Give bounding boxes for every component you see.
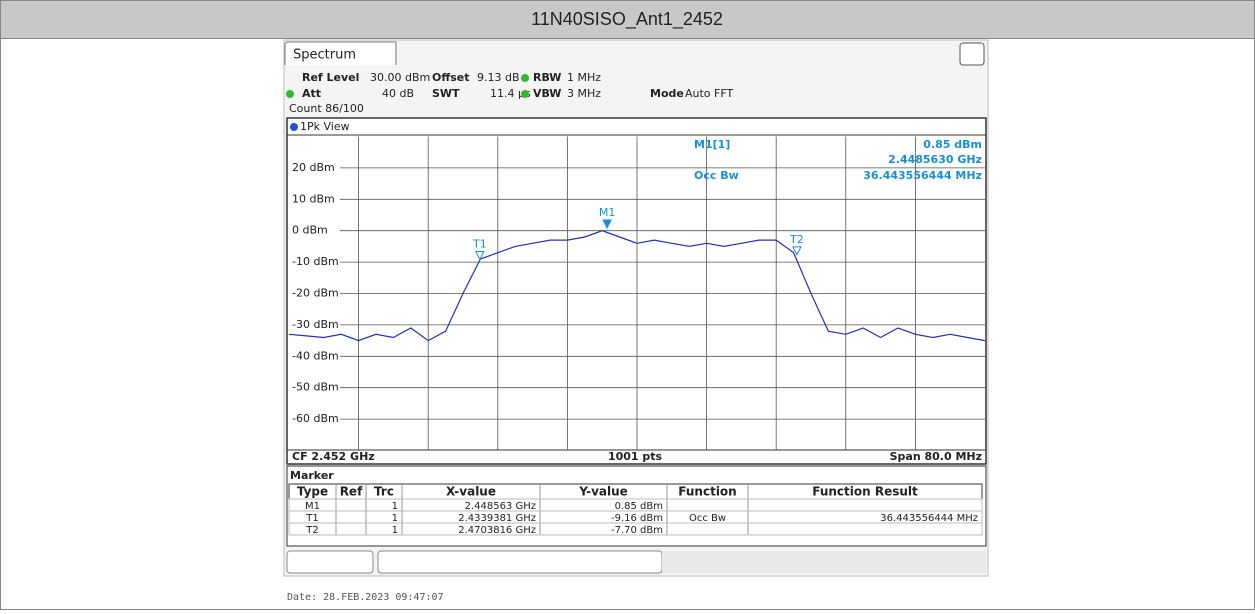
plot-frame [286,117,987,465]
label: VBW [533,87,561,100]
status-box [377,550,663,574]
info-freq: 2.4485630 GHz [888,153,982,166]
span: Span 80.0 MHz [890,450,982,463]
cell: 1 [392,513,398,524]
label: Mode [650,87,684,100]
tab-label[interactable]: Spectrum [293,48,356,63]
cell: Occ Bw [689,513,726,524]
cell: 1 [392,501,398,512]
plot: 20 dBm 10 dBm 0 dBm -10 dBm -20 dBm -30 dBm -4… [288,136,986,450]
marker-label: M1 [599,206,616,219]
date: Date: 28.FEB.2023 09:47:07 [287,592,444,603]
column-header: Y-value [578,485,628,499]
value: 40 dB [382,87,414,100]
cell: 1 [392,525,398,536]
label: Att [302,87,321,100]
cell: 2.448563 GHz [465,501,536,512]
column-header: Ref [340,485,363,499]
value: 9.13 dB [477,71,520,84]
label: Offset [432,71,470,84]
trace [288,230,986,342]
label: RBW [533,71,561,84]
cell: 2.4339381 GHz [458,513,536,524]
value: 11.4 µs [490,87,531,100]
count: Count 86/100 [289,102,364,115]
cell: -9.16 dBm [611,513,663,524]
y-tick-label: 10 dBm [292,192,335,205]
marker-table: Type Ref Trc X-value Y-value Function Function… [288,483,983,536]
marker-title: Marker [290,469,334,482]
y-tick-label: -30 dBm [292,318,339,331]
cell: -7.70 dBm [611,525,663,536]
info-function: Occ Bw [694,169,739,182]
label: Ref Level [302,71,359,84]
value: 3 MHz [567,87,601,100]
marker-label: T1 [472,237,487,250]
pts: 1001 pts [608,450,663,463]
status-box [286,550,374,574]
cell: 2.4703816 GHz [458,525,536,536]
dot [521,74,529,82]
y-tick-label: -50 dBm [292,381,339,394]
row [288,522,983,536]
info-result: 36.443556444 MHz [863,169,982,182]
cell: 36.443556444 MHz [880,513,978,524]
info-level: 0.85 dBm [923,138,982,151]
status-box [662,551,986,573]
cell: M1 [305,501,320,512]
cell: T2 [305,525,318,536]
cf: CF 2.452 GHz [292,450,375,463]
y-tick-label: 0 dBm [292,224,328,237]
value: 1 MHz [567,71,601,84]
marker-label: T2 [789,233,804,246]
dot [286,90,294,98]
title-bar [0,0,1255,39]
settings: Ref Level 30.00 dBm Offset 9.13 dB RBW 1… [286,71,733,115]
info-marker: M1[1] [694,138,730,151]
window-title: 11N40SISO_Ant1_2452 [531,9,723,30]
label: SWT [432,87,460,100]
icon[interactable] [959,42,985,66]
marker [792,246,802,256]
y-tick-label: -40 dBm [292,349,339,362]
y-tick-label: 20 dBm [292,161,335,174]
cell: T1 [305,513,318,524]
marker [475,250,485,261]
marker-panel [286,465,987,547]
column-header: Function [678,485,736,499]
column-header: Trc [374,485,394,499]
y-tick-label: -10 dBm [292,255,339,268]
dot [290,123,298,131]
cell: 0.85 dBm [615,501,663,512]
column-header: Type [297,485,328,499]
column-header: X-value [446,485,496,499]
y-tick-label: -60 dBm [292,412,339,425]
dot [521,90,529,98]
y-tick-label: -20 dBm [292,287,339,300]
tab[interactable] [284,41,397,65]
value: 30.00 dBm [370,71,430,84]
column-header: Function Result [812,485,918,499]
value: Auto FFT [685,87,733,100]
view-label: 1Pk View [300,120,350,133]
marker [602,219,612,230]
